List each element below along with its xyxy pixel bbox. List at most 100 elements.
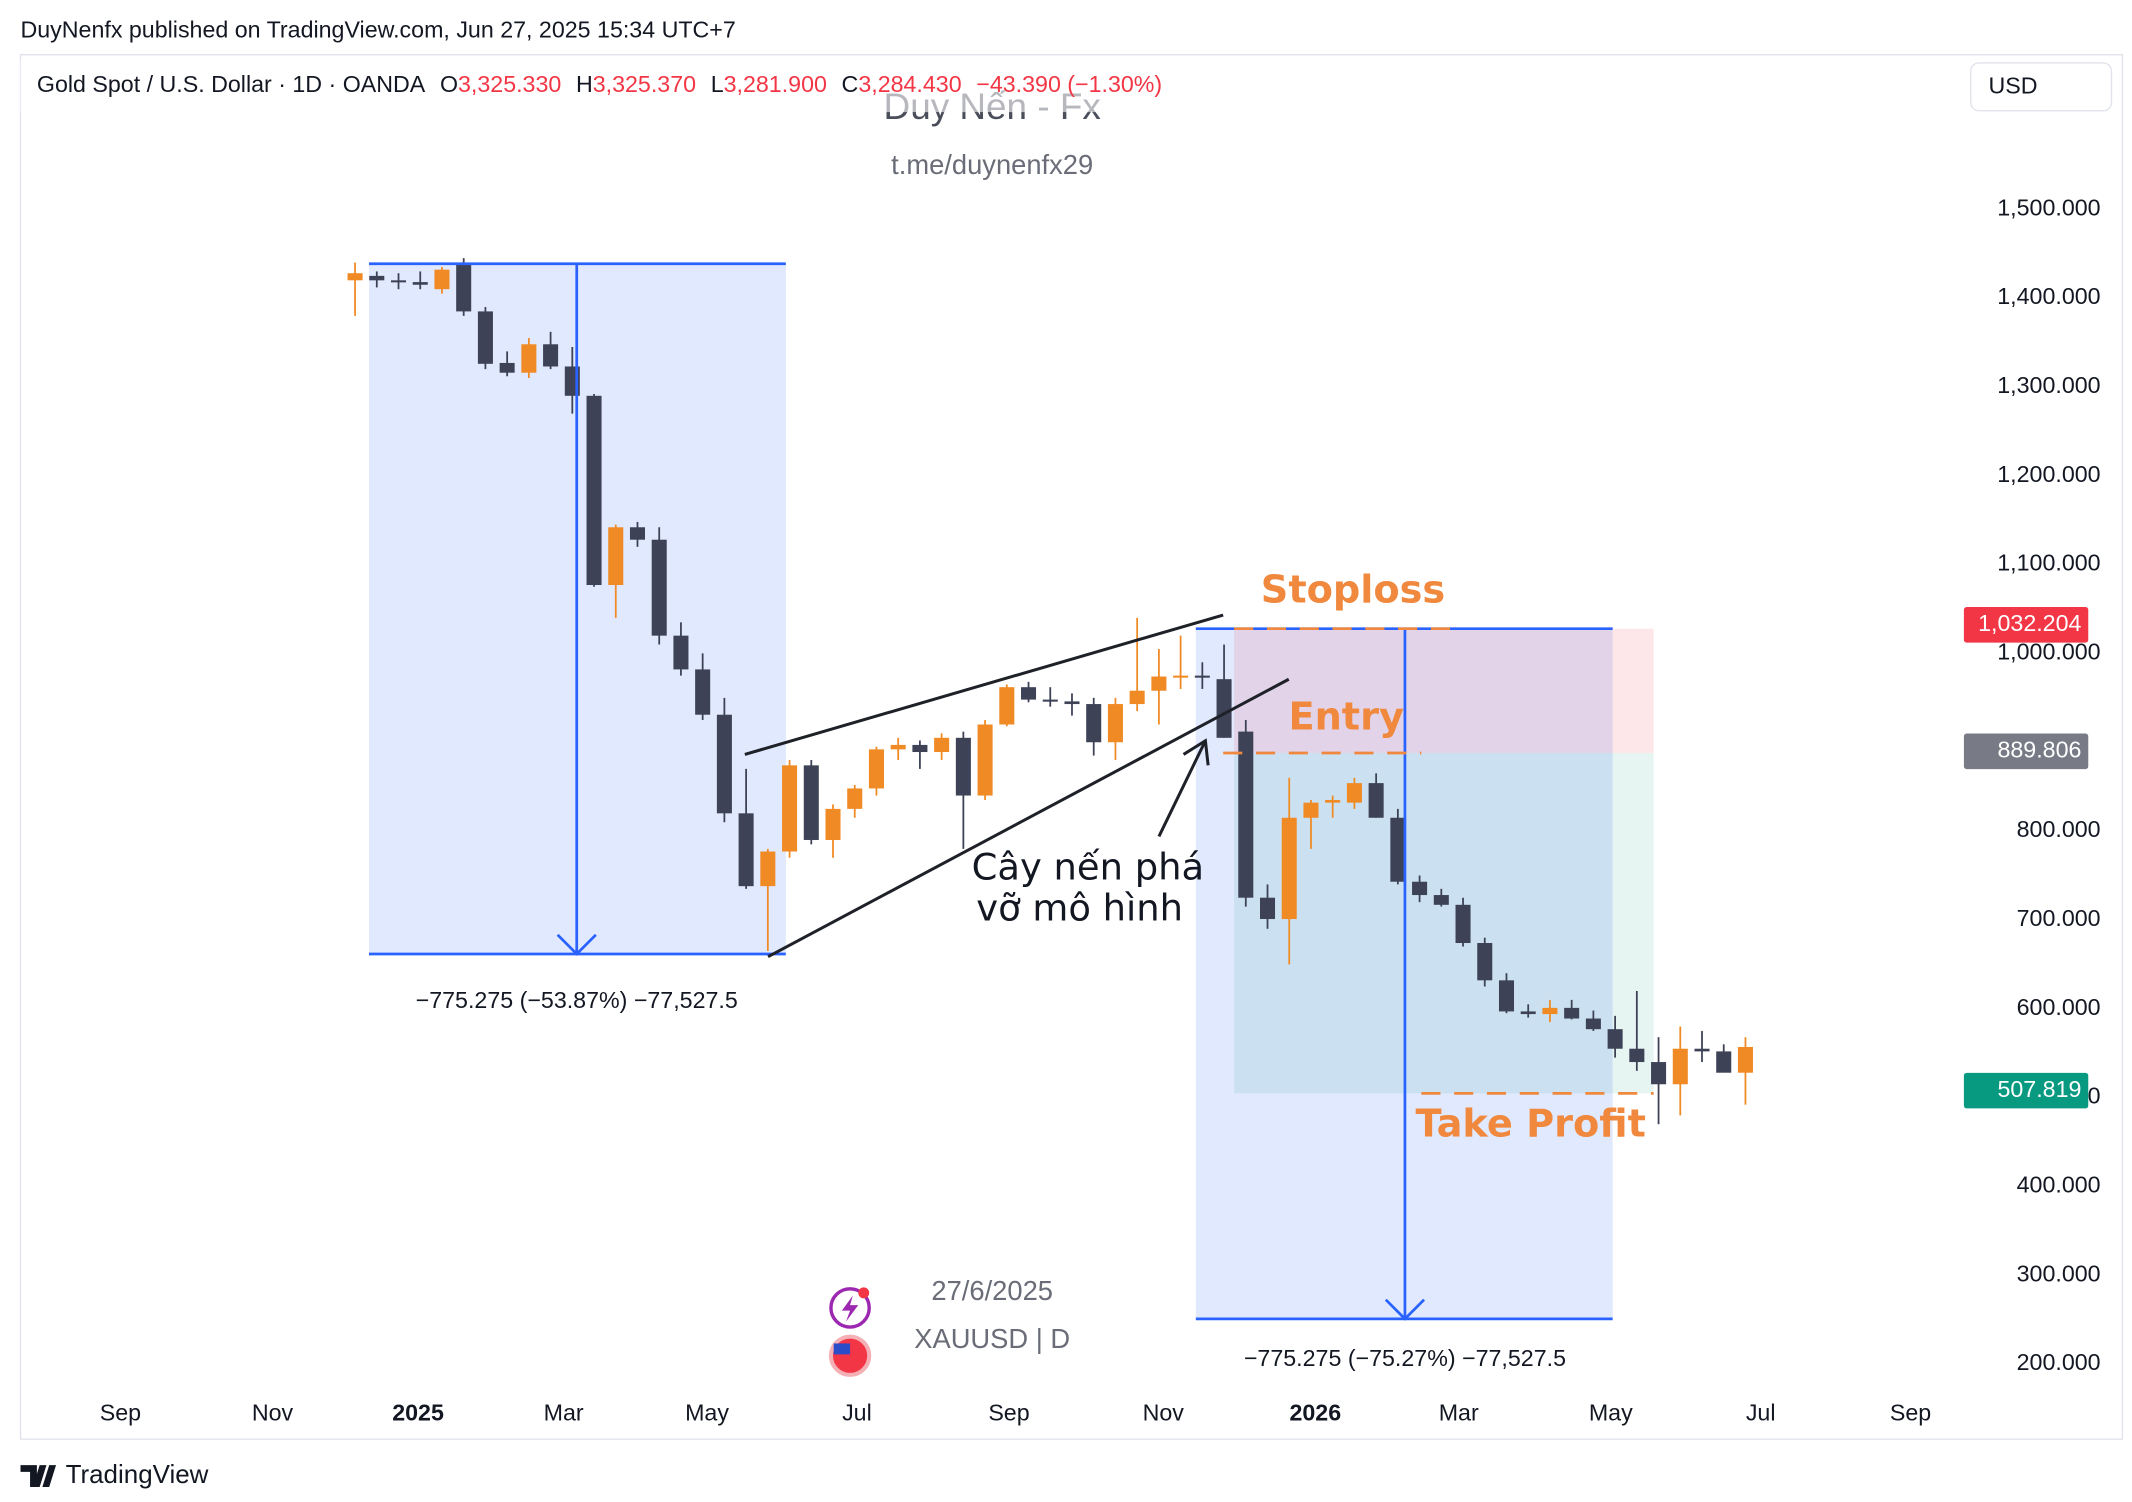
candle-body	[586, 395, 602, 586]
x-tick-label: Mar	[544, 1400, 584, 1426]
candle-body	[1064, 701, 1080, 705]
y-tick-label: 600.000	[2017, 994, 2101, 1020]
ohlc-value: 3,284.430	[858, 71, 961, 97]
candle-body	[1173, 675, 1189, 678]
candle-body	[847, 788, 863, 809]
x-tick-label: May	[1589, 1400, 1633, 1426]
stoploss-label: Stoploss	[1261, 567, 1445, 612]
ohlc-value: 3,281.900	[724, 71, 827, 97]
price-tag	[1963, 733, 2089, 770]
candle-body	[1651, 1062, 1667, 1085]
logo-text: TradingView	[66, 1459, 209, 1489]
candle-body	[912, 744, 928, 753]
price-tags: 1,032.204 889.806 507.819	[1963, 607, 2089, 1109]
candle-body	[1107, 704, 1123, 743]
candle-body	[738, 813, 754, 887]
y-tick-label: 1,500.000	[1997, 194, 2100, 220]
candle-body	[1433, 895, 1449, 905]
candle-body	[1694, 1048, 1710, 1052]
candle-body	[1477, 943, 1493, 981]
x-tick-label: Jul	[842, 1400, 872, 1426]
candle-body	[868, 749, 884, 789]
note-label: Cây nến phá	[972, 846, 1205, 889]
x-tick-label: Nov	[1143, 1400, 1185, 1426]
candle-body	[1303, 802, 1319, 818]
candle-body	[1564, 1007, 1580, 1019]
candle-body	[1021, 687, 1037, 700]
candle-body	[977, 724, 993, 796]
currency-label[interactable]: USD	[1989, 73, 2038, 99]
currency-button[interactable]	[1970, 62, 2113, 112]
candles	[347, 258, 1753, 1125]
ohlc-value: 3,325.370	[593, 71, 696, 97]
candle-body	[369, 275, 385, 281]
candle-body	[1216, 679, 1232, 738]
measure-arrow	[1384, 1298, 1426, 1321]
candle-body	[1042, 699, 1058, 702]
axes: 200.000300.000400.000500.000600.000700.0…	[100, 194, 2101, 1425]
candle-body	[999, 687, 1015, 725]
note-label: vỡ mô hình	[976, 887, 1183, 930]
candle-body	[434, 269, 450, 290]
watermark-flag	[828, 1334, 872, 1377]
watermark-subtitle: t.me/duynenfx29	[891, 149, 1093, 180]
legend-backdrop	[20, 60, 1265, 113]
candle-body	[477, 311, 493, 364]
candle-body	[1194, 675, 1210, 678]
y-tick-label: 200.000	[2017, 1349, 2101, 1375]
watermark-icon	[841, 1295, 859, 1322]
x-tick-label: Jul	[1746, 1400, 1776, 1426]
y-tick-label: 400.000	[2017, 1172, 2101, 1198]
takeprofit-label: Take Profit	[1415, 1102, 1645, 1147]
logo-mark	[20, 1465, 57, 1487]
candle-body	[1716, 1051, 1732, 1073]
position-lines	[1223, 627, 1654, 1095]
x-tick-label: Mar	[1439, 1400, 1479, 1426]
candle-body	[716, 714, 732, 814]
candle-body	[1542, 1007, 1558, 1015]
measure-label: −775.275 (−75.27%) −77,527.5	[1244, 1345, 1566, 1371]
ohlc-key: H	[576, 71, 593, 97]
watermark-flag	[833, 1343, 851, 1355]
candle-body	[1238, 731, 1254, 898]
candle-body	[782, 765, 798, 852]
entry-label: Entry	[1288, 694, 1404, 739]
trend-line	[767, 677, 1290, 959]
y-tick-label: 1,200.000	[1997, 461, 2100, 487]
stop-zone	[1234, 628, 1654, 754]
candle-body	[1737, 1046, 1753, 1073]
candle-body	[1412, 881, 1428, 896]
candle-body	[955, 737, 971, 796]
candle-body	[543, 344, 559, 367]
target-zone	[1234, 753, 1654, 1094]
y-tick-label: 800.000	[2017, 816, 2101, 842]
candle-body	[890, 744, 906, 750]
candle-body	[651, 539, 667, 636]
price-tag	[1963, 1072, 2089, 1109]
price-tag-label: 889.806	[1997, 736, 2081, 762]
candle-body	[390, 280, 407, 283]
y-tick-label: 700.000	[2017, 905, 2101, 931]
candle-body	[1129, 690, 1145, 705]
y-tick-label: 300.000	[2017, 1260, 2101, 1286]
candle-body	[1607, 1029, 1623, 1049]
candle-body	[347, 273, 363, 281]
candle-body	[1325, 799, 1341, 803]
ohlc-key: L	[711, 71, 724, 97]
y-tick-label: 1,400.000	[1997, 283, 2100, 309]
candle-body	[1346, 783, 1362, 803]
x-tick-label: Sep	[100, 1400, 141, 1426]
ohlc-key: C	[842, 71, 859, 97]
candle-body	[825, 808, 841, 840]
trend-lines	[744, 613, 1290, 959]
x-tick-label: 2025	[392, 1400, 444, 1426]
candle-body	[1585, 1018, 1601, 1030]
candle-body	[456, 264, 472, 312]
candle-body	[695, 669, 711, 715]
candle-body	[1629, 1048, 1645, 1063]
watermark-icon	[858, 1287, 870, 1299]
y-tick-label: 1,000.000	[1997, 639, 2100, 665]
